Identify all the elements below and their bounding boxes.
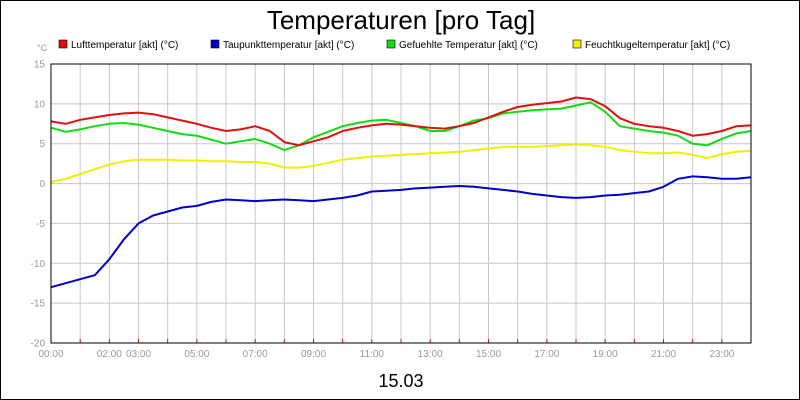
y-axis-unit: °C xyxy=(37,43,48,53)
x-tick-label: 15:00 xyxy=(476,349,501,360)
x-tick-label: 21:00 xyxy=(651,349,676,360)
plot-border xyxy=(50,63,752,344)
y-tick-label: -15 xyxy=(31,299,46,310)
x-tick-label: 07:00 xyxy=(243,349,268,360)
x-tick-label: 13:00 xyxy=(418,349,443,360)
series-lines xyxy=(50,96,752,289)
y-tick-label: 0 xyxy=(39,179,45,190)
x-tick-label: 03:00 xyxy=(126,349,151,360)
legend-swatch-3 xyxy=(572,39,582,49)
x-tick-label: 17:00 xyxy=(534,349,559,360)
legend: Lufttemperatur [akt] (°C) Taupunkttempera… xyxy=(58,39,730,51)
x-tick-label: 11:00 xyxy=(360,349,385,360)
chart-title: Temperaturen [pro Tag] xyxy=(267,5,535,35)
x-tick-label: 09:00 xyxy=(301,349,326,360)
legend-label-1: Taupunkttemperatur [akt] (°C) xyxy=(223,40,354,51)
x-tick-label: 02:00 xyxy=(97,349,122,360)
x-tick-label: 19:00 xyxy=(593,349,618,360)
y-tick-label: 10 xyxy=(34,99,46,110)
series-line-0 xyxy=(50,96,752,147)
y-tick-label: -20 xyxy=(31,339,46,350)
y-tick-label: 15 xyxy=(34,60,46,71)
series-line-2 xyxy=(50,101,752,152)
legend-label-0: Lufttemperatur [akt] (°C) xyxy=(71,40,178,51)
y-tick-label: 5 xyxy=(39,139,45,150)
y-tick-label: -5 xyxy=(36,219,45,230)
legend-label-2: Gefuehlte Temperatur [akt] (°C) xyxy=(399,40,538,51)
legend-swatch-2 xyxy=(386,39,396,49)
x-tick-label: 23:00 xyxy=(709,349,734,360)
legend-swatch-1 xyxy=(210,39,220,49)
x-tick-label: 05:00 xyxy=(184,349,209,360)
x-axis-date-label: 15.03 xyxy=(378,371,423,391)
legend-swatch-0 xyxy=(58,39,68,49)
y-tick-label: -10 xyxy=(31,259,46,270)
legend-label-3: Feuchtkugeltemperatur [akt] (°C) xyxy=(585,40,730,51)
x-tick-label: 00:00 xyxy=(38,349,63,360)
series-line-3 xyxy=(50,143,752,183)
series-line-1 xyxy=(50,175,752,289)
